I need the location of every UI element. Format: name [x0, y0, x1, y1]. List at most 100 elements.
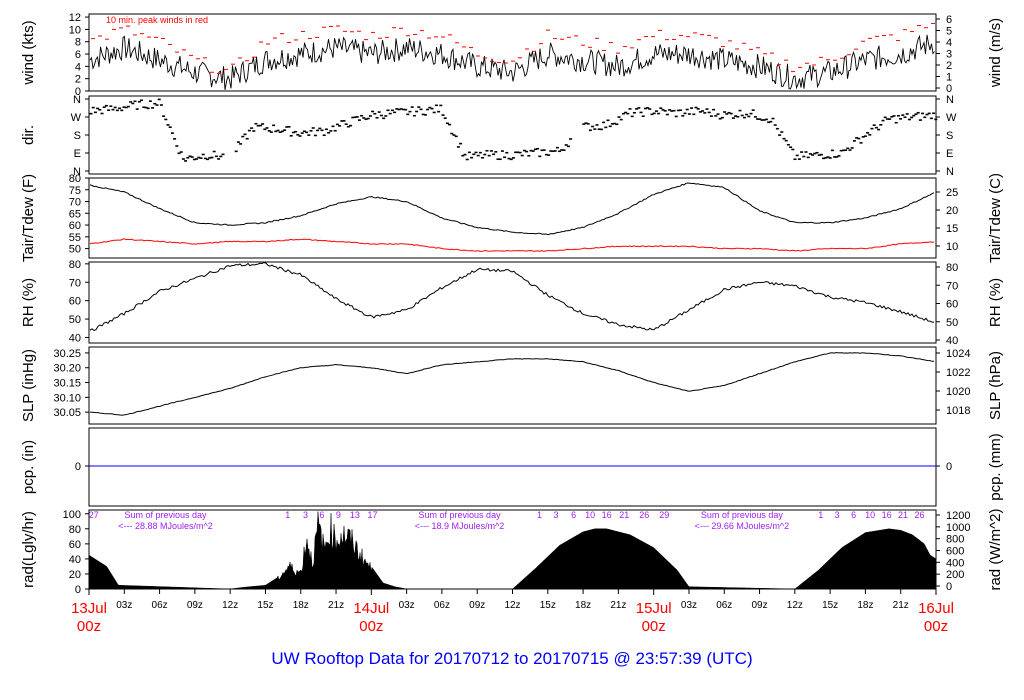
y-tick-label-right-rh: 60: [946, 299, 958, 311]
y-axis-label-dir: dir.: [20, 125, 37, 145]
radiation-hour-label: 3: [303, 510, 308, 520]
radiation-hour-label: 16: [602, 510, 612, 520]
y-tick-label-rh: 60: [69, 296, 81, 308]
y-tick-label-right-temp: 15: [946, 223, 958, 235]
slp-series-line: [89, 352, 935, 416]
y-axis-label-rad: rad(Lgly/hr): [20, 511, 37, 588]
day-label-hour: 00z: [642, 618, 666, 635]
day-label-hour: 00z: [77, 618, 101, 635]
radiation-hour-label: 6: [851, 510, 856, 520]
x-tick-label: 15z: [540, 600, 556, 611]
y-tick-label-wind: 2: [75, 74, 81, 86]
rh-series-line: [89, 262, 934, 331]
y-tick-label-rad: 0: [75, 584, 81, 596]
x-tick-label: 15z: [822, 600, 838, 611]
radiation-sum-title: Sum of previous day: [124, 510, 207, 520]
y-tick-label-right-pcp: 0: [946, 461, 952, 473]
x-tick-label: 12z: [787, 600, 803, 611]
peak-wind-annotation: 10 min. peak winds in red: [106, 15, 208, 25]
x-tick-label: 09z: [187, 600, 203, 611]
tdew-series-line: [89, 238, 935, 252]
y-tick-label-right-rh: 70: [946, 280, 958, 292]
y-tick-label-slp: 30.10: [53, 392, 81, 404]
y-tick-label-slp: 30.15: [53, 378, 81, 390]
y-tick-label-wind: 0: [75, 86, 81, 98]
y-axis-label-temp: Tair/Tdew (F): [20, 174, 37, 262]
y-tick-label-wind: 6: [75, 49, 81, 61]
y-axis-label-right-slp: SLP (hPa): [987, 351, 1004, 420]
y-tick-label-temp: 60: [69, 220, 81, 232]
x-tick-label: 03z: [681, 600, 697, 611]
y-tick-label-slp: 30.05: [53, 407, 81, 419]
y-tick-label-wind: 12: [69, 12, 81, 24]
y-tick-label-temp: 65: [69, 208, 81, 220]
y-tick-label-right-rad: 0: [946, 581, 952, 593]
radiation-hour-label: 26: [915, 510, 925, 520]
y-tick-label-rh: 70: [69, 277, 81, 289]
day-label-date: 14Jul: [353, 600, 389, 617]
y-tick-label-temp: 80: [69, 173, 81, 185]
y-tick-label-right-rh: 80: [946, 262, 958, 274]
panel-frame-rh: [88, 261, 937, 344]
radiation-area: [88, 511, 937, 590]
x-tick-label: 15z: [257, 600, 273, 611]
x-tick-label: 12z: [504, 600, 520, 611]
radiation-sum-value: <--- 28.88 MJoules/m^2: [118, 521, 213, 531]
day-label-hour: 00z: [359, 618, 383, 635]
y-axis-label-pcp: pcp. (in): [20, 440, 37, 494]
panel-frame-dir: [88, 95, 937, 175]
panel-frame-pcp: [88, 427, 937, 507]
y-tick-label-temp: 50: [69, 244, 81, 256]
panel-frame-temp: [88, 177, 937, 259]
y-tick-label-wind: 8: [75, 37, 81, 49]
y-axis-label-right-temp: Tair/Tdew (C): [987, 173, 1004, 263]
y-tick-label-right-rad: 400: [946, 557, 964, 569]
y-tick-label-right-rad: 200: [946, 569, 964, 581]
y-tick-label-rad: 60: [69, 539, 81, 551]
radiation-hour-label: 3: [554, 510, 559, 520]
y-tick-label-right-rad: 1200: [946, 510, 970, 522]
radiation-hour-label: 27: [89, 510, 99, 520]
x-tick-label: 12z: [222, 600, 238, 611]
radiation-hour-label: 13: [350, 510, 360, 520]
radiation-hour-label: 3: [835, 510, 840, 520]
y-axis-label-right-rad: rad (W/m^2): [987, 508, 1004, 590]
y-tick-label-rad: 40: [69, 554, 81, 566]
y-axis-label-right-pcp: pcp. (mm): [987, 433, 1004, 501]
y-tick-label-dir: S: [74, 130, 81, 142]
wind-series-line: [89, 34, 935, 90]
y-tick-label-rh: 50: [69, 314, 81, 326]
y-tick-label-right-wind: 6: [946, 14, 952, 26]
radiation-hour-label: 10: [865, 510, 875, 520]
x-tick-label: 03z: [116, 600, 132, 611]
x-tick-label: 09z: [469, 600, 485, 611]
radiation-sum-value: <--- 29.66 MJoules/m^2: [695, 521, 790, 531]
panel-frame-rad: [88, 509, 937, 590]
y-tick-label-right-rad: 600: [946, 546, 964, 558]
y-tick-label-rad: 80: [69, 524, 81, 536]
radiation-hour-label: 1: [537, 510, 542, 520]
chart-footer-title: UW Rooftop Data for 20170712 to 20170715…: [271, 649, 753, 668]
y-tick-label-dir: E: [74, 148, 81, 160]
y-tick-label-right-slp: 1018: [946, 405, 970, 417]
radiation-hour-label: 16: [882, 510, 892, 520]
day-label-date: 16Jul: [918, 600, 954, 617]
radiation-hour-label: 21: [898, 510, 908, 520]
radiation-hour-label: 21: [619, 510, 629, 520]
radiation-hour-label: 10: [585, 510, 595, 520]
day-label-date: 13Jul: [71, 600, 107, 617]
y-tick-label-right-temp: 25: [946, 187, 958, 199]
y-axis-label-rh: RH (%): [20, 278, 37, 327]
y-tick-label-right-wind: 0: [946, 83, 952, 95]
y-tick-label-right-wind: 2: [946, 60, 952, 72]
radiation-hour-label: 29: [659, 510, 669, 520]
x-tick-label: 09z: [751, 600, 767, 611]
radiation-sum-title: Sum of previous day: [419, 510, 502, 520]
radiation-hour-label: 9: [336, 510, 341, 520]
y-tick-label-right-rad: 800: [946, 534, 964, 546]
x-tick-label: 21z: [893, 600, 909, 611]
y-tick-label-right-rad: 1000: [946, 522, 970, 534]
y-tick-label-right-rh: 50: [946, 317, 958, 329]
y-axis-label-slp: SLP (inHg): [20, 349, 37, 422]
y-tick-label-rh: 40: [69, 332, 81, 344]
